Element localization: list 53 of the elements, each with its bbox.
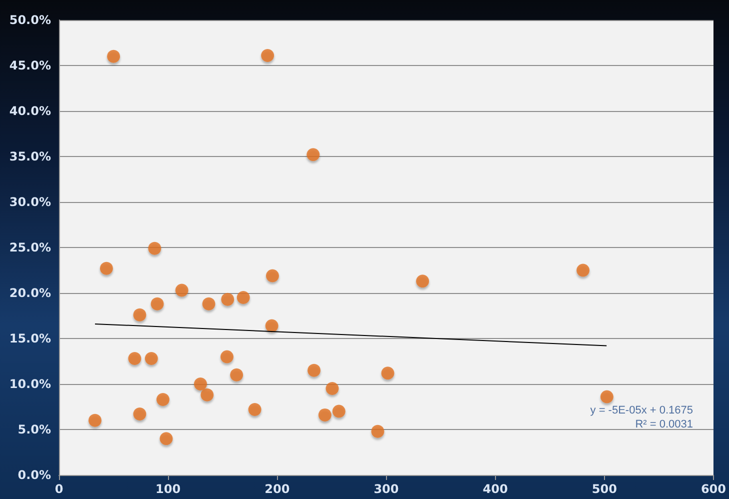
point <box>160 432 173 446</box>
point <box>88 414 102 427</box>
y-tick-label: 0.0% <box>18 468 51 482</box>
x-tick-label: 100 <box>156 482 181 496</box>
point <box>318 408 332 422</box>
point <box>600 390 614 404</box>
point <box>221 292 234 306</box>
point <box>144 352 158 366</box>
x-tick-label: 0 <box>54 482 64 496</box>
point <box>194 378 207 390</box>
x-tick-label: 400 <box>482 482 508 496</box>
x-tick-label: 500 <box>592 482 617 496</box>
point <box>261 48 274 62</box>
point <box>220 350 234 364</box>
y-tick-label: 35.0% <box>9 150 51 164</box>
y-tick-label: 10.0% <box>9 377 51 391</box>
point <box>156 392 170 406</box>
y-tick-label: 40.0% <box>9 104 51 118</box>
point <box>306 148 320 162</box>
y-tick-label: 5.0% <box>18 422 51 436</box>
point <box>576 264 590 277</box>
annotation: R² = 0.0031 <box>635 418 694 430</box>
x-tick-label: 600 <box>700 482 726 496</box>
point <box>265 319 278 332</box>
point <box>236 291 250 304</box>
point <box>128 352 142 366</box>
point <box>133 408 146 421</box>
y-tick-label: 15.0% <box>9 332 51 346</box>
point <box>266 269 279 282</box>
y-tick-label: 25.0% <box>9 240 51 254</box>
point <box>107 50 120 63</box>
point <box>100 262 113 275</box>
annotation: y = -5E-05x + 0.1675 <box>590 404 693 416</box>
y-tick-label: 30.0% <box>9 195 51 209</box>
point <box>175 284 188 297</box>
point <box>200 388 214 402</box>
x-tick-label: 300 <box>374 482 399 496</box>
point <box>308 364 321 377</box>
point <box>381 366 394 380</box>
y-tick-label: 20.0% <box>9 286 51 300</box>
point <box>202 297 216 310</box>
point <box>371 424 384 438</box>
point <box>416 274 430 288</box>
y-tick-label: 45.0% <box>9 58 51 72</box>
point <box>230 368 244 382</box>
point <box>148 242 162 255</box>
point <box>150 297 164 310</box>
point <box>332 404 346 418</box>
x-tick-label: 200 <box>264 482 290 496</box>
y-tick-label: 50.0% <box>9 13 51 27</box>
point <box>326 382 339 396</box>
point <box>133 308 146 322</box>
point <box>248 402 262 416</box>
